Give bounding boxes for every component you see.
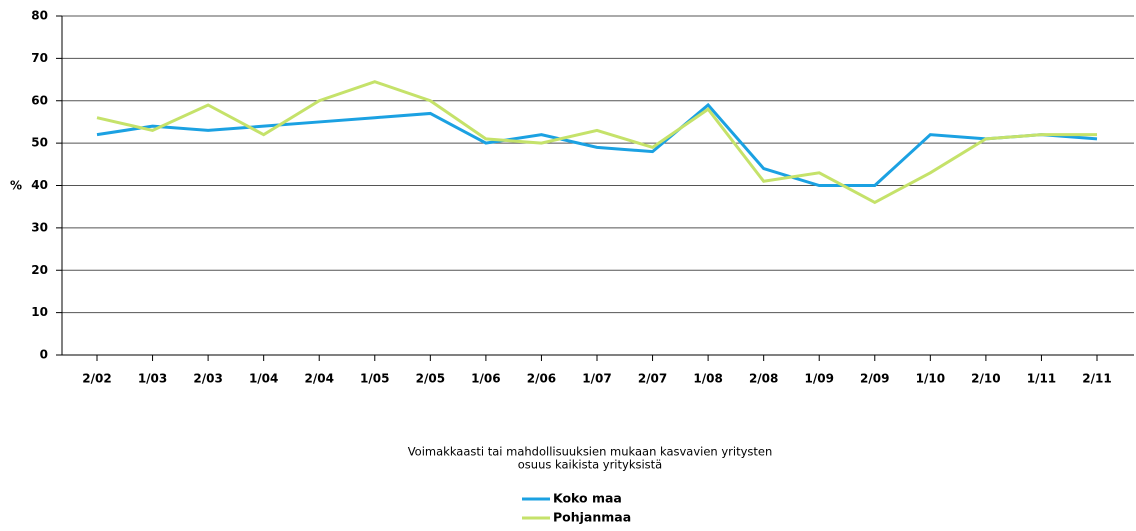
legend-label: Pohjanmaa bbox=[553, 510, 631, 525]
x-tick-label: 2/03 bbox=[193, 372, 222, 386]
x-tick-label: 1/04 bbox=[249, 372, 278, 386]
x-tick-label: 2/09 bbox=[860, 372, 889, 386]
y-tick-label: 60 bbox=[31, 93, 48, 107]
x-tick-label: 1/08 bbox=[693, 372, 722, 386]
x-tick-label: 1/10 bbox=[916, 372, 945, 386]
x-tick-label: 2/06 bbox=[527, 372, 556, 386]
y-tick-label: 50 bbox=[31, 136, 48, 150]
x-tick-label: 1/03 bbox=[138, 372, 167, 386]
x-tick-label: 2/08 bbox=[749, 372, 778, 386]
series-line bbox=[96, 102, 1098, 187]
x-tick-label: 2/05 bbox=[416, 372, 445, 386]
caption: Voimakkaasti tai mahdollisuuksien mukaan… bbox=[408, 445, 773, 459]
legend-label: Koko maa bbox=[553, 491, 622, 506]
y-tick-label: 70 bbox=[31, 51, 48, 65]
y-axis-label: % bbox=[10, 179, 22, 193]
x-tick-label: 1/11 bbox=[1027, 372, 1056, 386]
x-tick-label: 2/02 bbox=[82, 372, 111, 386]
x-tick-label: 2/04 bbox=[305, 372, 334, 386]
y-tick-label: 40 bbox=[31, 178, 48, 192]
x-tick-label: 1/06 bbox=[471, 372, 500, 386]
x-tick-label: 1/09 bbox=[805, 372, 834, 386]
x-tick-label: 2/11 bbox=[1082, 372, 1111, 386]
x-tick-label: 1/05 bbox=[360, 372, 389, 386]
y-tick-label: 80 bbox=[31, 9, 48, 23]
x-tick-label: 1/07 bbox=[582, 372, 611, 386]
y-tick-label: 0 bbox=[40, 348, 48, 362]
caption: osuus kaikista yrityksistä bbox=[518, 458, 662, 472]
x-tick-label: 2/10 bbox=[971, 372, 1000, 386]
y-tick-label: 10 bbox=[31, 305, 48, 319]
y-tick-label: 30 bbox=[31, 220, 48, 234]
y-tick-label: 20 bbox=[31, 263, 48, 277]
series-line bbox=[96, 80, 1097, 205]
x-tick-label: 2/07 bbox=[638, 372, 667, 386]
